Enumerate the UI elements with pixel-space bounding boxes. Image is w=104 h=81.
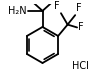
Text: F: F	[76, 3, 82, 13]
Text: H₂N: H₂N	[8, 6, 26, 16]
Text: F: F	[54, 1, 60, 11]
Text: F: F	[78, 22, 84, 32]
Text: HCl: HCl	[72, 61, 89, 71]
